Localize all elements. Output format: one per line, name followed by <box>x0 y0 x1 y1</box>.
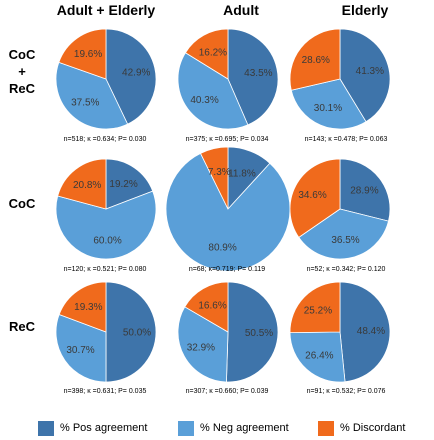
column-title-adult: Adult <box>223 2 259 18</box>
pie-slice-label: 80.9% <box>208 243 236 254</box>
legend-swatch-neg-agreement <box>178 420 194 436</box>
stats-coc-adult-elderly: n=120; κ =0.521; P= 0.080 <box>63 266 147 273</box>
pie-slice-label: 36.5% <box>331 235 359 246</box>
legend-item-neg-agreement: % Neg agreement <box>178 420 289 436</box>
stats-rec-elderly: n=91; κ =0.532; P= 0.076 <box>306 388 386 395</box>
pie-slice-neg-agreement <box>55 313 107 383</box>
stats-coc-adult: n=68; κ=0.719; P= 0.119 <box>188 266 266 273</box>
pie-chart-coc-rec-elderly: 41.3% 30.1% 28.6% <box>289 28 391 130</box>
pie-slice-neg-agreement <box>177 306 229 383</box>
pie-slice-discordant <box>57 158 107 210</box>
legend: % Pos agreement % Neg agreement % Discor… <box>0 420 434 438</box>
pie-slice-neg-agreement <box>290 78 367 130</box>
pie-slice-discordant <box>58 281 107 333</box>
stats-coc-elderly: n=52; κ =0.342; P= 0.120 <box>306 266 386 273</box>
pie-slice-label: 19.3% <box>74 302 102 313</box>
pie-slice-label: 25.2% <box>304 306 332 317</box>
pie-slice-discordant <box>289 28 341 91</box>
pie-slice-label: 20.8% <box>73 180 101 191</box>
pie-slice-label: 50.5% <box>245 328 273 339</box>
pie-slice-neg-agreement <box>165 152 291 272</box>
pie-slice-label: 43.5% <box>244 68 272 79</box>
row-label-line: CoC <box>8 47 36 62</box>
legend-label: % Pos agreement <box>60 422 148 434</box>
pie-chart-coc-rec-adult: 43.5% 40.3% 16.2% <box>177 28 279 130</box>
row-label-line: ReC <box>8 319 35 334</box>
row-label-rec: ReC <box>0 318 44 335</box>
pie-slice-pos-agreement <box>227 28 279 126</box>
pie-slice-label: 48.4% <box>357 326 385 337</box>
column-title-elderly: Elderly <box>341 2 389 18</box>
pie-slice-label: 30.1% <box>314 103 342 114</box>
pie-slice-pos-agreement <box>105 281 157 383</box>
stats-rec-adult: n=307; κ =0.660; P= 0.039 <box>185 388 269 395</box>
pie-slice-pos-agreement <box>226 281 279 383</box>
row-label-line: CoC <box>8 196 36 211</box>
pie-slice-neg-agreement <box>55 190 157 260</box>
pie-slice-pos-agreement <box>339 28 391 123</box>
pie-slice-label: 16.2% <box>199 47 227 58</box>
pie-slice-pos-agreement <box>105 28 157 125</box>
pie-slice-label: 50.0% <box>123 328 151 339</box>
pie-slice-label: 16.6% <box>198 301 226 312</box>
pie-slice-label: 37.5% <box>71 98 99 109</box>
pie-slice-label: 41.3% <box>356 66 384 77</box>
pie-chart-rec-adult-elderly: 50.0% 30.7% 19.3% <box>55 281 157 383</box>
pie-slice-label: 40.3% <box>190 95 218 106</box>
pie-slice-label: 11.8% <box>228 169 256 180</box>
pie-slice-discordant <box>184 28 229 80</box>
pie-slice-pos-agreement <box>105 158 154 210</box>
pie-slice-label: 19.2% <box>109 179 137 190</box>
pie-slice-label: 60.0% <box>93 235 121 246</box>
pie-slice-label: 26.4% <box>305 351 333 362</box>
row-label-coc: CoC <box>0 195 44 212</box>
pie-slice-discordant <box>58 28 107 80</box>
pie-chart-coc-adult: 11.8% 80.9% 7.3% <box>165 146 291 272</box>
pie-slice-neg-agreement <box>298 208 389 260</box>
pie-slice-label: 7.3% <box>208 167 231 178</box>
pie-slice-label: 42.9% <box>122 68 150 79</box>
pie-slice-discordant <box>184 281 229 333</box>
pie-slice-label: 28.6% <box>302 55 330 66</box>
legend-label: % Discordant <box>340 422 406 434</box>
pie-slice-pos-agreement <box>339 158 391 222</box>
stats-coc-rec-adult-elderly: n=518; κ =0.634; P= 0.030 <box>63 136 147 143</box>
legend-swatch-pos-agreement <box>38 420 54 436</box>
stats-coc-rec-adult: n=375; κ =0.695; P= 0.034 <box>185 136 269 143</box>
row-label-line: + <box>18 64 26 79</box>
pie-slice-pos-agreement <box>339 281 391 383</box>
pie-slice-neg-agreement <box>289 331 346 383</box>
row-label-line: ReC <box>8 81 35 96</box>
pie-slice-discordant <box>200 146 229 210</box>
pie-slice-neg-agreement <box>55 61 129 130</box>
pie-chart-rec-adult: 50.5% 32.9% 16.6% <box>177 281 279 383</box>
pie-slice-discordant <box>289 281 341 334</box>
pie-slice-label: 28.9% <box>350 185 378 196</box>
pie-slice-label: 30.7% <box>66 345 94 356</box>
pie-slice-discordant <box>289 158 341 238</box>
legend-item-discordant: % Discordant <box>318 420 405 436</box>
legend-item-pos-agreement: % Pos agreement <box>38 420 147 436</box>
pie-chart-coc-rec-adult-elderly: 42.9% 37.5% 19.6% <box>55 28 157 130</box>
column-title-adult-elderly: Adult + Elderly <box>56 2 156 18</box>
row-label-coc-rec: CoC + ReC <box>0 46 44 97</box>
pie-chart-coc-elderly: 28.9% 36.5% 34.6% <box>289 158 391 260</box>
pie-chart-rec-elderly: 48.4% 26.4% 25.2% <box>289 281 391 383</box>
pie-slice-label: 34.6% <box>298 190 326 201</box>
pie-slice-label: 19.6% <box>74 49 102 60</box>
pie-slice-neg-agreement <box>177 52 249 130</box>
legend-label: % Neg agreement <box>200 422 289 434</box>
stats-rec-adult-elderly: n=398; κ =0.631; P= 0.035 <box>63 388 147 395</box>
stats-coc-rec-elderly: n=143; κ =0.478; P= 0.063 <box>304 136 388 143</box>
pie-chart-coc-adult-elderly: 19.2% 60.0% 20.8% <box>55 158 157 260</box>
pie-slice-label: 32.9% <box>187 343 215 354</box>
legend-swatch-discordant <box>318 420 334 436</box>
